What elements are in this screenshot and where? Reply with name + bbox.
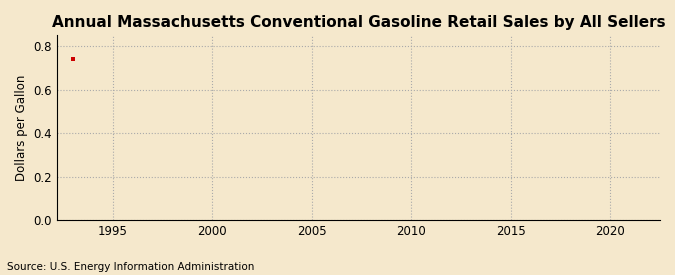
Text: Source: U.S. Energy Information Administration: Source: U.S. Energy Information Administ…: [7, 262, 254, 272]
Title: Annual Massachusetts Conventional Gasoline Retail Sales by All Sellers: Annual Massachusetts Conventional Gasoli…: [52, 15, 666, 30]
Y-axis label: Dollars per Gallon: Dollars per Gallon: [15, 75, 28, 181]
